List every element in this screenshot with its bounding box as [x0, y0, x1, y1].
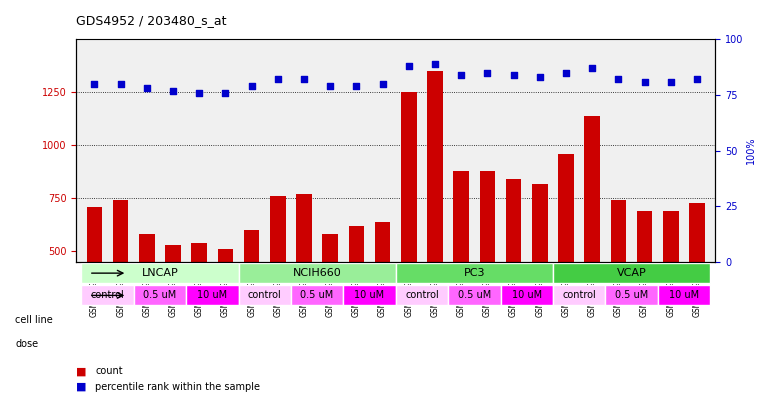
Point [508, 72, 520, 78]
Text: control: control [248, 290, 282, 300]
Bar [113, 200, 129, 358]
Point [533, 74, 546, 80]
Bar [610, 200, 626, 358]
Text: dose: dose [15, 339, 38, 349]
Bar [218, 249, 234, 358]
Text: LNCAP: LNCAP [142, 268, 178, 278]
Point [481, 70, 493, 76]
Bar [323, 235, 338, 358]
FancyBboxPatch shape [238, 263, 396, 283]
Text: GDS4952 / 203480_s_at: GDS4952 / 203480_s_at [76, 15, 227, 28]
Point [88, 81, 100, 87]
Text: control: control [562, 290, 596, 300]
FancyBboxPatch shape [448, 285, 501, 305]
Text: VCAP: VCAP [616, 268, 646, 278]
Point [403, 63, 415, 69]
Y-axis label: 100%: 100% [747, 137, 756, 164]
Bar [479, 171, 495, 358]
Point [167, 87, 179, 94]
Bar [584, 116, 600, 358]
FancyBboxPatch shape [81, 285, 134, 305]
Point [664, 79, 677, 85]
FancyBboxPatch shape [134, 285, 186, 305]
Point [246, 83, 258, 89]
Text: count: count [95, 366, 123, 376]
FancyBboxPatch shape [501, 285, 553, 305]
Bar [165, 245, 181, 358]
Point [638, 79, 651, 85]
FancyBboxPatch shape [81, 263, 238, 283]
Point [272, 76, 284, 83]
Point [586, 65, 598, 72]
Text: 10 uM: 10 uM [669, 290, 699, 300]
Bar [374, 222, 390, 358]
Bar [637, 211, 652, 358]
Bar [349, 226, 365, 358]
Bar [296, 194, 312, 358]
Text: control: control [91, 290, 124, 300]
Text: 10 uM: 10 uM [511, 290, 542, 300]
Point [350, 83, 362, 89]
Point [429, 61, 441, 67]
Text: 0.5 uM: 0.5 uM [615, 290, 648, 300]
Bar [191, 243, 207, 358]
Bar [689, 203, 705, 358]
Text: 10 uM: 10 uM [197, 290, 228, 300]
FancyBboxPatch shape [605, 285, 658, 305]
Text: ■: ■ [76, 382, 87, 392]
Text: 0.5 uM: 0.5 uM [143, 290, 177, 300]
Bar [454, 171, 469, 358]
Text: NCIH660: NCIH660 [293, 268, 342, 278]
Text: 0.5 uM: 0.5 uM [301, 290, 334, 300]
Point [115, 81, 127, 87]
FancyBboxPatch shape [291, 285, 343, 305]
Text: 0.5 uM: 0.5 uM [457, 290, 491, 300]
Text: percentile rank within the sample: percentile rank within the sample [95, 382, 260, 392]
FancyBboxPatch shape [553, 263, 710, 283]
Bar [270, 196, 285, 358]
Bar [244, 230, 260, 358]
FancyBboxPatch shape [553, 285, 605, 305]
FancyBboxPatch shape [186, 285, 238, 305]
Point [455, 72, 467, 78]
Point [613, 76, 625, 83]
Bar [532, 184, 548, 358]
Bar [87, 207, 102, 358]
Point [324, 83, 336, 89]
Point [691, 76, 703, 83]
Bar [558, 154, 574, 358]
Bar [663, 211, 679, 358]
Point [193, 90, 205, 96]
Bar [401, 92, 417, 358]
Point [298, 76, 310, 83]
Point [219, 90, 231, 96]
FancyBboxPatch shape [658, 285, 710, 305]
Text: control: control [405, 290, 439, 300]
Text: cell line: cell line [15, 315, 53, 325]
FancyBboxPatch shape [396, 285, 448, 305]
FancyBboxPatch shape [238, 285, 291, 305]
Bar [506, 179, 521, 358]
Point [141, 85, 153, 92]
Text: ■: ■ [76, 366, 87, 376]
Bar [427, 71, 443, 358]
Text: 10 uM: 10 uM [355, 290, 384, 300]
Bar [139, 235, 154, 358]
Text: PC3: PC3 [463, 268, 485, 278]
FancyBboxPatch shape [396, 263, 553, 283]
Point [560, 70, 572, 76]
FancyBboxPatch shape [343, 285, 396, 305]
Point [377, 81, 389, 87]
